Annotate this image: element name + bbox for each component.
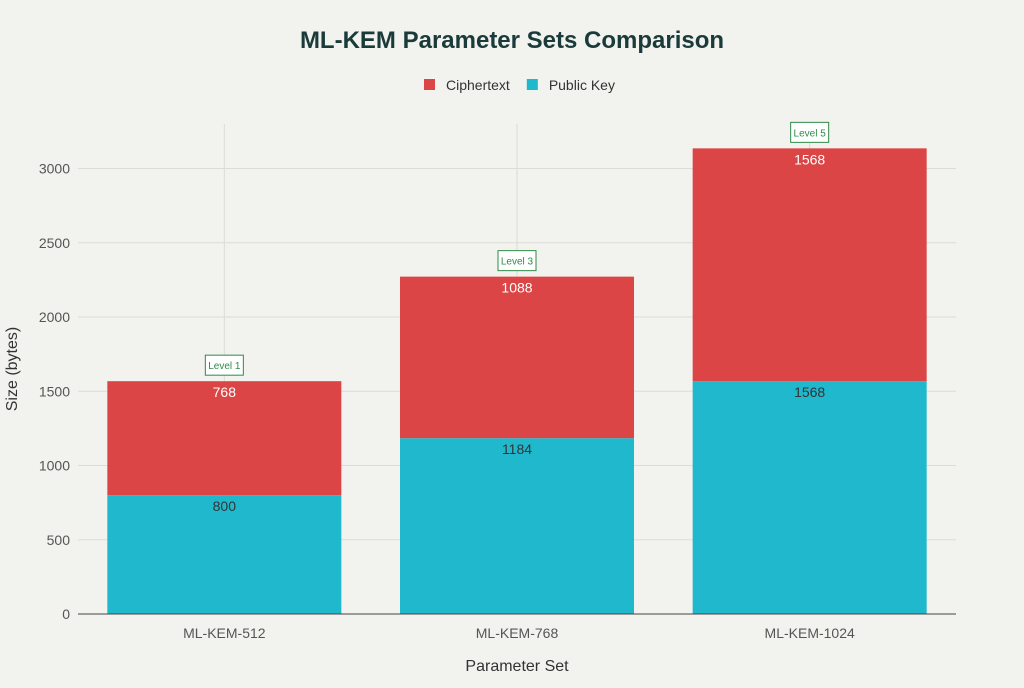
legend-swatch [424, 79, 435, 90]
legend: Ciphertext Public Key [424, 77, 615, 93]
annotation-label: Level 1 [208, 361, 241, 372]
x-tick-label: ML-KEM-768 [476, 625, 559, 641]
y-tick-label: 2500 [39, 235, 70, 251]
data-label: 1568 [794, 151, 825, 167]
data-label: 1568 [794, 384, 825, 400]
data-label: 1088 [501, 280, 532, 296]
legend-swatch [526, 79, 538, 90]
chart-title: ML-KEM Parameter Sets Comparison [300, 27, 724, 54]
y-axis-label: Size (bytes) [4, 327, 21, 411]
y-tick-label: 1000 [39, 458, 70, 474]
x-tick-label: ML-KEM-512 [183, 625, 266, 641]
y-tick-label: 0 [62, 606, 70, 622]
bar-public-key [692, 381, 927, 614]
bar-ciphertext [107, 381, 342, 496]
annotation-label: Level 5 [794, 128, 827, 139]
x-tick-label: ML-KEM-1024 [765, 625, 855, 641]
x-axis-label: Parameter Set [465, 658, 569, 675]
y-tick-label: 3000 [39, 161, 70, 177]
annotation-box [497, 250, 537, 272]
annotation-label: Level 3 [501, 257, 534, 268]
data-label: 768 [213, 384, 237, 400]
annotation-box [204, 354, 244, 376]
annotation-box [790, 121, 830, 143]
y-tick-label: 500 [47, 532, 71, 548]
bar-ciphertext [400, 276, 634, 439]
bar-ciphertext [692, 148, 927, 382]
legend-label[interactable]: Ciphertext [446, 77, 510, 93]
data-label: 1184 [502, 441, 532, 457]
data-label: 800 [213, 498, 237, 514]
y-tick-label: 1500 [39, 383, 70, 399]
legend-label[interactable]: Public Key [549, 77, 615, 93]
bar-public-key [400, 438, 634, 614]
bar-public-key [107, 495, 342, 614]
y-tick-label: 2000 [39, 309, 70, 325]
